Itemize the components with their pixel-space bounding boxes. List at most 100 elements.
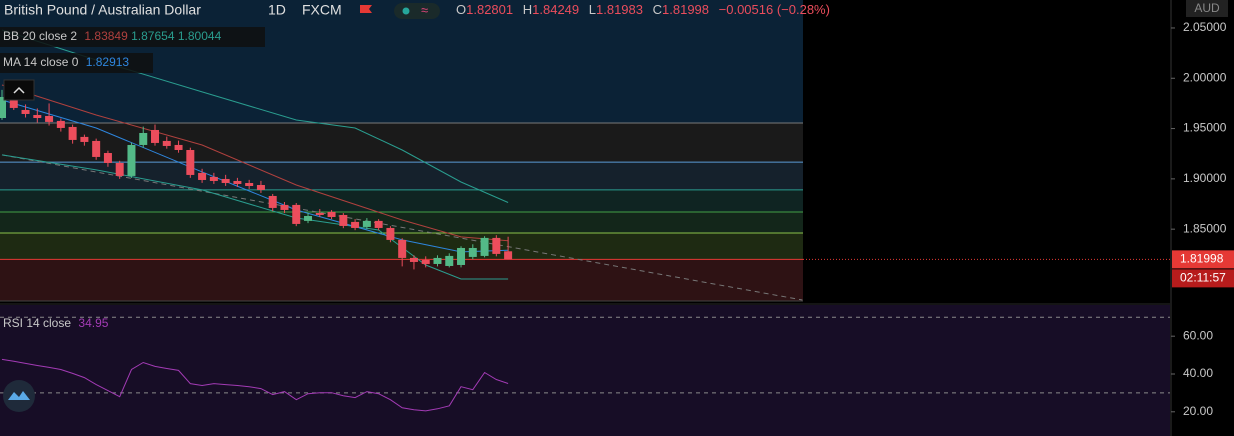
candle-body: [221, 178, 230, 183]
source: FXCM: [302, 2, 342, 18]
bollinger-band: [1, 154, 509, 280]
candle-body: [445, 255, 454, 266]
status-dot: [402, 7, 410, 15]
plot: [0, 29, 1171, 412]
candle-body: [162, 140, 171, 146]
trend-line: [1, 154, 803, 301]
ma-legend: MA 14 close 0 1.82913: [3, 55, 129, 69]
l-value: 1.81983: [596, 2, 643, 17]
candle-body: [174, 144, 183, 150]
logo-mark: [8, 391, 30, 400]
level-zone: [0, 211, 803, 233]
c-value: 1.81998: [662, 2, 709, 17]
bb-name: BB 20 close 2: [3, 29, 77, 43]
candle-body: [351, 221, 360, 228]
level-zone: [0, 189, 803, 212]
candle-body: [339, 214, 348, 226]
bb-legend: BB 20 close 2 1.83849 1.87654 1.80044: [3, 29, 222, 43]
candle-body: [127, 144, 136, 176]
bb-lower: 1.80044: [178, 29, 222, 43]
change: −0.00516 (−0.28%): [719, 2, 830, 17]
y-tick-label: 1.95000: [1183, 121, 1227, 135]
flag-icon[interactable]: [360, 5, 372, 13]
y-tick-label: 40.00: [1183, 366, 1213, 380]
y-tick-label: 2.00000: [1183, 70, 1227, 84]
candle-body: [68, 126, 77, 140]
ma-legend-bg: [0, 53, 153, 73]
rsi-value: 34.95: [78, 316, 108, 330]
currency: AUD: [1194, 1, 1220, 15]
candle-body: [421, 259, 430, 264]
candle-body: [327, 211, 336, 217]
rsi-legend: RSI 14 close 34.95: [3, 316, 109, 330]
price-tag-label: 1.81998: [1180, 252, 1224, 266]
candle-body: [9, 96, 18, 108]
h-label: H: [523, 2, 532, 17]
ma-value: 1.82913: [86, 55, 130, 69]
candle-body: [374, 220, 383, 228]
countdown: 02:11:57: [1180, 271, 1226, 285]
candle-body: [398, 239, 407, 258]
candle-body: [315, 212, 324, 215]
interval: 1D: [268, 2, 286, 18]
candle-body: [304, 215, 313, 221]
candle-body: [492, 237, 501, 254]
candle-body: [386, 227, 395, 240]
o-value: 1.82801: [466, 2, 513, 17]
y-tick-label: 1.85000: [1183, 221, 1227, 235]
y-tick-label: 20.00: [1183, 404, 1213, 418]
collapse-icon: [13, 86, 25, 94]
candle-body: [45, 115, 54, 122]
candle-body: [504, 251, 513, 260]
candle-body: [209, 176, 218, 181]
candle-body: [92, 140, 101, 157]
rsi-panel: [0, 305, 1170, 436]
candle-body: [245, 182, 254, 187]
currency-box[interactable]: [1186, 0, 1228, 17]
ma-name: MA 14 close 0: [3, 55, 79, 69]
candle-body: [280, 204, 289, 210]
candle-body: [433, 257, 442, 264]
bollinger-band: [1, 84, 509, 242]
candle-body: [268, 195, 277, 208]
candle-body: [256, 185, 265, 190]
h-value: 1.84249: [532, 2, 579, 17]
drawing-zones: [0, 0, 803, 302]
countdown-box: [1172, 269, 1234, 288]
candle-body: [21, 109, 30, 114]
bb-upper: 1.87654: [131, 29, 175, 43]
candle-body: [292, 204, 301, 224]
rsi-name: RSI 14 close: [3, 316, 71, 330]
candle-body: [186, 149, 195, 175]
candle-body: [115, 162, 124, 176]
candle-body: [480, 237, 489, 256]
rsi-line: [1, 358, 509, 412]
o-label: O: [456, 2, 466, 17]
ohlc: O1.82801 H1.84249 L1.81983 C1.81998 −0.0…: [456, 2, 830, 17]
candle-body: [362, 220, 371, 227]
level-zone: [0, 259, 803, 301]
bb-legend-bg: [0, 27, 265, 47]
candle-body: [233, 180, 242, 184]
level-zone: [0, 123, 803, 163]
collapse-button[interactable]: [3, 79, 35, 101]
c-label: C: [653, 2, 662, 17]
candle-body: [468, 247, 477, 257]
candle-body: [103, 153, 112, 163]
l-label: L: [589, 2, 596, 17]
status-icon: ≈: [421, 2, 428, 17]
candle-body: [80, 136, 89, 142]
price-tag: [1172, 250, 1234, 269]
candle-body: [151, 129, 160, 143]
candle-body: [56, 120, 65, 128]
y-tick-label: 2.05000: [1183, 20, 1227, 34]
price-axis: 2.05000 2.00000 1.95000 1.90000 1.85000 1.819…: [1171, 20, 1234, 418]
candle-body: [139, 132, 148, 145]
status-pill[interactable]: [394, 3, 440, 19]
candle-body: [409, 257, 418, 262]
logo[interactable]: [3, 380, 35, 412]
symbol: British Pound / Australian Dollar: [4, 2, 201, 18]
candle-body: [33, 114, 42, 119]
